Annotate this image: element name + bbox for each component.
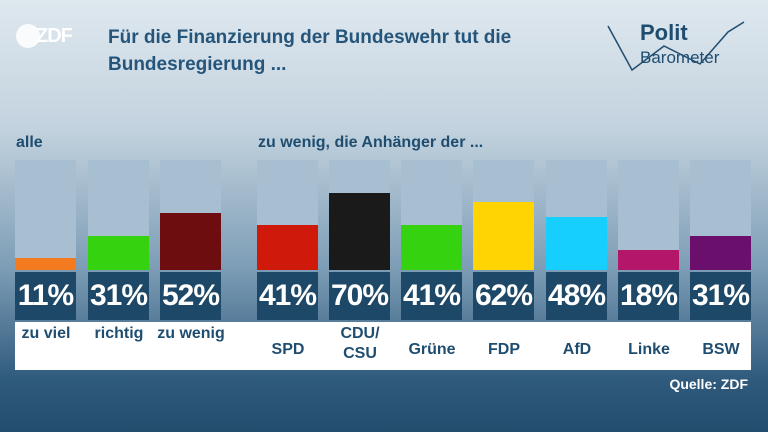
bar-track [257,160,318,270]
category-label: richtig [94,325,144,342]
source-note: Quelle: ZDF [669,376,748,392]
category-label: AfD [562,341,592,358]
value-label: 18% [618,272,679,320]
bar [546,217,607,270]
value-label: 52% [160,272,221,320]
bar [257,225,318,270]
bar [160,213,221,270]
bar [618,250,679,270]
politbarometer-logo: Polit Barometer [604,12,756,74]
category-strip [15,322,751,370]
zdf-logo-ring [16,24,40,48]
chart-title: Für die Finanzierung der Bundeswehr tut … [108,27,512,75]
value-label: 41% [257,272,318,320]
bar [329,193,390,270]
bar-track [546,160,607,270]
value-label: 70% [329,272,390,320]
politbarometer-word-2: Barometer [640,48,720,67]
politbarometer-logo-graphic [607,21,745,72]
category-label: zu wenig [157,325,225,342]
category-label: BSW [702,341,740,358]
zdf-logo: ZDF [16,22,74,52]
category-label: CDU/ CSU [340,325,380,362]
bar-track [329,160,390,270]
value-label: 41% [401,272,462,320]
category-label: zu viel [21,325,71,342]
bar-track [618,160,679,270]
value-label: 11% [15,272,76,320]
bar-track [401,160,462,270]
category-label: Linke [628,341,670,358]
value-label: 62% [473,272,534,320]
bar [15,258,76,270]
label-parties: zu wenig, die Anhänger der ... [258,134,484,151]
value-label: 48% [546,272,607,320]
bar-track [473,160,534,270]
bar-track [160,160,221,270]
bar [473,202,534,270]
zdf-logo-text: ZDF [36,25,73,47]
category-label: FDP [488,341,520,358]
value-label: 31% [690,272,751,320]
category-label: SPD [271,341,305,358]
value-label: 31% [88,272,149,320]
bar-track [88,160,149,270]
bar [88,236,149,270]
bar [690,236,751,270]
label-all: alle [16,134,43,151]
category-label: Grüne [408,341,456,358]
bar-track [15,160,76,270]
bar-track [690,160,751,270]
politbarometer-word-1: Polit [640,20,688,45]
bar [401,225,462,270]
